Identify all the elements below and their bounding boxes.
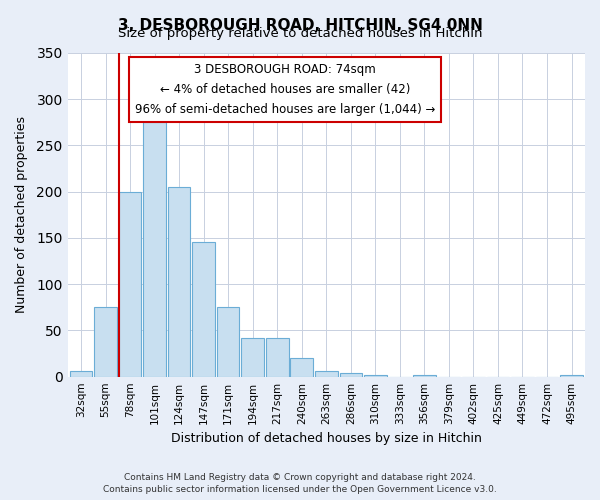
X-axis label: Distribution of detached houses by size in Hitchin: Distribution of detached houses by size … bbox=[171, 432, 482, 445]
Bar bbox=[193, 242, 215, 376]
Bar bbox=[290, 358, 313, 376]
Bar bbox=[315, 371, 338, 376]
Bar bbox=[364, 375, 386, 376]
Text: 3 DESBOROUGH ROAD: 74sqm
← 4% of detached houses are smaller (42)
96% of semi-de: 3 DESBOROUGH ROAD: 74sqm ← 4% of detache… bbox=[135, 62, 435, 116]
Bar bbox=[241, 338, 264, 376]
Text: 3, DESBOROUGH ROAD, HITCHIN, SG4 0NN: 3, DESBOROUGH ROAD, HITCHIN, SG4 0NN bbox=[118, 18, 482, 32]
Bar bbox=[413, 375, 436, 376]
Text: Contains HM Land Registry data © Crown copyright and database right 2024.
Contai: Contains HM Land Registry data © Crown c… bbox=[103, 472, 497, 494]
Text: Size of property relative to detached houses in Hitchin: Size of property relative to detached ho… bbox=[118, 28, 482, 40]
Bar bbox=[143, 122, 166, 376]
Bar bbox=[560, 375, 583, 376]
Bar bbox=[70, 371, 92, 376]
Bar bbox=[119, 192, 142, 376]
Bar bbox=[168, 187, 190, 376]
Bar bbox=[266, 338, 289, 376]
Bar bbox=[340, 373, 362, 376]
Bar bbox=[94, 308, 117, 376]
Y-axis label: Number of detached properties: Number of detached properties bbox=[15, 116, 28, 314]
Bar bbox=[217, 308, 239, 376]
